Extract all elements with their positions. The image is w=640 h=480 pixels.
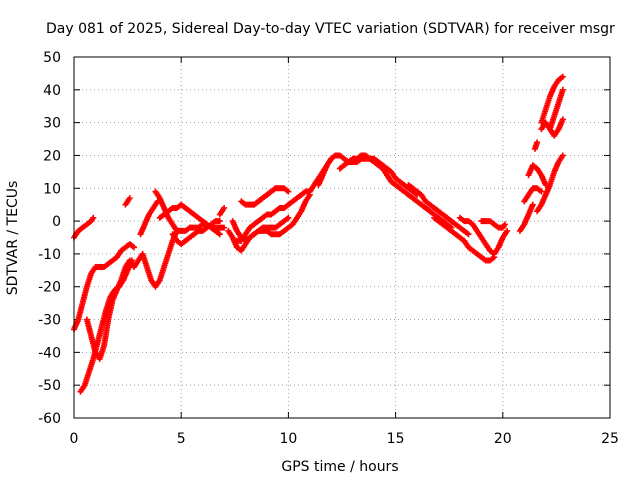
series-arc-20 [456, 214, 511, 257]
chart-title: Day 081 of 2025, Sidereal Day-to-day VTE… [46, 21, 615, 37]
series-arc-29 [546, 86, 566, 133]
data-point [221, 204, 228, 211]
y-tick-label: -20 [38, 280, 61, 296]
y-tick-label: -60 [38, 411, 61, 427]
data-point [559, 116, 566, 123]
y-tick-label: 20 [43, 148, 61, 164]
data-point [285, 188, 292, 195]
series-arc-4 [71, 214, 97, 241]
data-point [465, 231, 472, 238]
series-arc-23 [521, 185, 545, 205]
data-point [504, 227, 511, 234]
data-point [534, 139, 541, 146]
series-arc-17 [336, 152, 455, 231]
series-arc-15 [251, 185, 279, 208]
data-point [131, 244, 138, 251]
x-tick-label: 10 [279, 431, 297, 447]
series-arc-21 [478, 218, 508, 231]
data-point [216, 218, 223, 225]
y-tick-label: -50 [38, 378, 61, 394]
series-arc-22 [516, 201, 536, 234]
data-point [559, 73, 566, 80]
y-tick-label: 0 [52, 214, 61, 230]
data-points [71, 73, 566, 395]
data-point [272, 185, 279, 192]
series-arc-19 [431, 214, 498, 264]
y-tick-label: 30 [43, 116, 61, 132]
series-arc-9 [169, 218, 223, 248]
data-point [221, 224, 228, 231]
x-tick-label: 15 [387, 431, 405, 447]
x-axis-label: GPS time / hours [281, 459, 398, 475]
y-tick-label: -40 [38, 345, 61, 361]
y-tick-label: 10 [43, 181, 61, 197]
series-arc-18 [405, 181, 472, 238]
series-arc-26 [534, 152, 566, 215]
y-tick-label: 40 [43, 83, 61, 99]
series-arc-28 [538, 73, 566, 126]
data-point [285, 214, 292, 221]
y-tick-label: -30 [38, 313, 61, 329]
data-point [559, 86, 566, 93]
series-arc-10 [216, 204, 228, 218]
data-point [559, 152, 566, 159]
data-point [126, 195, 133, 202]
plot-frame [73, 56, 611, 419]
data-point [529, 201, 536, 208]
y-axis-label: SDTVAR / TECUs [5, 181, 21, 296]
series-arc-25 [531, 139, 541, 152]
y-tick-label: 50 [43, 50, 61, 66]
x-tick-label: 0 [70, 431, 79, 447]
data-point [90, 214, 97, 221]
data-point [501, 221, 508, 228]
grid [74, 57, 610, 418]
y-tick-label: -10 [38, 247, 61, 263]
tick-labels: 0 5 10 15 20 25 -60 -50 -40 -30 -20 -10 0 10 20 30 40 50 [38, 50, 619, 447]
series-arc-5 [122, 195, 133, 208]
data-point [538, 188, 545, 195]
axis-ticks [73, 56, 611, 419]
data-point [216, 231, 223, 238]
series-arc-1 [71, 241, 138, 333]
x-tick-label: 5 [177, 431, 186, 447]
series-arc-24 [525, 162, 549, 188]
x-tick-label: 25 [601, 431, 619, 447]
x-tick-label: 20 [494, 431, 512, 447]
series-arc-6 [137, 198, 161, 238]
